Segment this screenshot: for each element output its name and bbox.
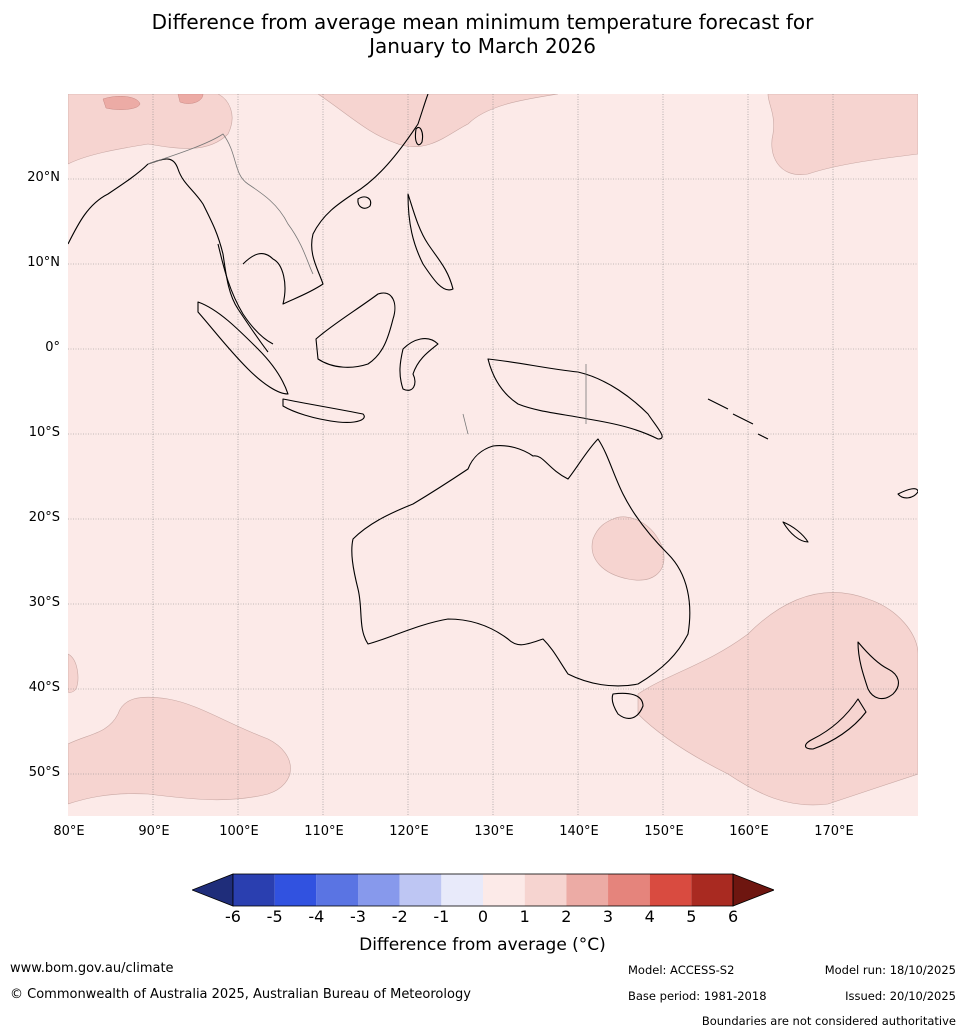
boundary-mainland-asia [147, 133, 314, 275]
forecast-map [68, 94, 918, 816]
map-svg [68, 94, 918, 816]
colorbar-arrow-low [190, 873, 234, 907]
warm-anomaly-north-china [68, 94, 559, 165]
lat-label-40s: 40°S [28, 680, 60, 695]
colorbar-segment [316, 874, 359, 906]
coast-malay-peninsula [217, 243, 274, 345]
colorbar-segment [233, 874, 275, 906]
lon-label-170e: 170°E [814, 824, 854, 839]
colorbar-tick-label: -2 [391, 907, 408, 926]
colorbar-tick-label: 6 [727, 907, 739, 926]
coast-sumatra [197, 301, 289, 395]
colorbar-tick-label: 5 [686, 907, 697, 926]
colorbar-tick-label: 4 [644, 907, 655, 926]
colorbar-tick-label: 0 [477, 907, 489, 926]
colorbar-segment [524, 874, 567, 906]
colorbar-segment [483, 874, 525, 906]
colorbar-tick-label: 3 [602, 907, 614, 926]
coast-sulawesi [399, 338, 439, 391]
lon-label-110e: 110°E [304, 824, 344, 839]
colorbar-tick-label: 2 [561, 907, 572, 926]
footer-base-period: Base period: 1981-2018 [628, 989, 767, 1003]
colorbar-tick-label: -3 [350, 907, 366, 926]
coast-australia [351, 438, 691, 687]
coast-java [282, 398, 365, 423]
coast-solomon-islands [707, 398, 769, 440]
colorbar-tick-label: 1 [519, 907, 530, 926]
lat-label-20s: 20°S [28, 510, 60, 525]
coast-new-caledonia [782, 521, 809, 543]
colorbar-segment [566, 874, 609, 906]
lon-label-90e: 90°E [138, 824, 170, 839]
title-line-1: Difference from average mean minimum tem… [151, 10, 814, 34]
colorbar-segment [608, 874, 650, 906]
colorbar-segment [649, 874, 692, 906]
colorbar-segment [399, 874, 442, 906]
colorbar-tick-label: -4 [308, 907, 325, 926]
colorbar-segment [691, 874, 734, 906]
lon-label-130e: 130°E [474, 824, 514, 839]
colorbar-tick-label: -5 [266, 907, 283, 926]
colorbar-arrow-high [732, 873, 776, 907]
colorbar-segment [274, 874, 317, 906]
coast-philippines [407, 193, 454, 291]
lon-label-150e: 150°E [644, 824, 684, 839]
coastlines [68, 94, 918, 750]
coast-new-guinea [487, 358, 663, 440]
colorbar-label: Difference from average (°C) [359, 935, 606, 955]
footer-website: www.bom.gov.au/climate [10, 961, 174, 976]
footer-copyright: © Commonwealth of Australia 2025, Austra… [10, 987, 471, 1002]
lat-label-10n: 10°N [27, 255, 60, 270]
graticule [68, 94, 918, 816]
lat-label-30s: 30°S [28, 595, 60, 610]
coast-mainland-asia [147, 94, 429, 353]
colorbar [190, 873, 776, 907]
colorbar-tick-label: -6 [225, 907, 241, 926]
lon-label-120e: 120°E [389, 824, 429, 839]
footer-disclaimer: Boundaries are not considered authoritat… [701, 1014, 956, 1028]
lat-label-50s: 50°S [28, 765, 60, 780]
warm-anomaly-north-pacific [767, 94, 918, 175]
coast-fiji [897, 488, 918, 499]
title-line-2: January to March 2026 [369, 34, 596, 58]
colorbar-segment [358, 874, 400, 906]
warm-anomaly-himalaya [102, 94, 204, 110]
colorbar-tick-label: -1 [433, 907, 450, 926]
boundaries [147, 133, 587, 435]
lat-label-10s: 10°S [28, 425, 60, 440]
coast-borneo [315, 292, 396, 368]
lon-label-160e: 160°E [729, 824, 769, 839]
footer-model-run: Model run: 18/10/2025 [824, 963, 956, 977]
warm-anomaly-queensland [591, 516, 665, 581]
colorbar-svg [190, 873, 776, 907]
boundary-timor [462, 413, 469, 435]
coast-new-zealand-south [804, 698, 867, 750]
coast-hainan [357, 196, 372, 209]
lon-label-80e: 80°E [53, 824, 85, 839]
lon-label-100e: 100°E [219, 824, 259, 839]
coast-taiwan [414, 126, 424, 146]
lat-label-0: 0° [45, 340, 60, 355]
colorbar-frame [232, 873, 734, 907]
map-title: Difference from average mean minimum tem… [0, 10, 965, 58]
coast-tasmania [611, 692, 644, 719]
coast-new-zealand-north [857, 641, 899, 700]
footer-model: Model: ACCESS-S2 [628, 963, 735, 977]
lon-label-140e: 140°E [559, 824, 599, 839]
colorbar-segment [441, 874, 484, 906]
coast-india [68, 163, 149, 245]
lat-label-20n: 20°N [27, 170, 60, 185]
footer-issued: Issued: 20/10/2025 [845, 989, 956, 1003]
